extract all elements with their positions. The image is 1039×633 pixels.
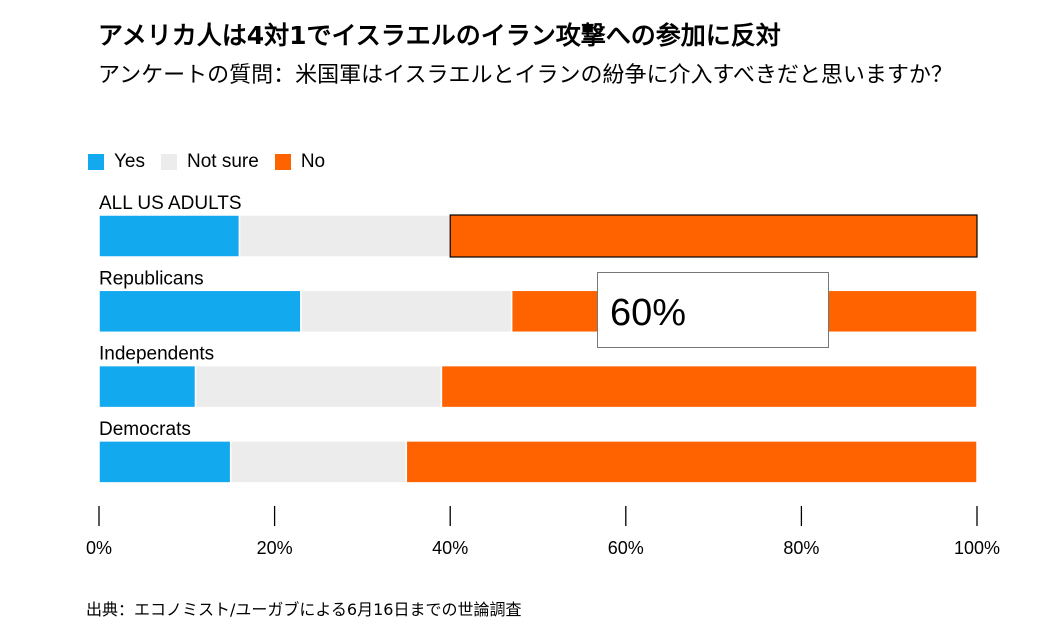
legend-item-not-sure[interactable]: Not sure (161, 151, 259, 173)
category-label-democrats: Democrats (99, 419, 191, 440)
bar-democrats-not-sure[interactable] (229, 440, 408, 484)
legend-swatch-not-sure (161, 154, 177, 170)
x-tick-label: 100% (954, 538, 1000, 558)
bar-democrats-no[interactable] (405, 440, 978, 484)
legend-item-no[interactable]: No (274, 151, 326, 173)
x-tick-label: 40% (432, 538, 468, 558)
legend-swatch-no (274, 154, 291, 170)
source-note: 出典：エコノミスト/ユーガブによる6月16日までの世論調査 (86, 600, 522, 619)
legend-item-yes[interactable]: Yes (88, 151, 145, 173)
bar-republicans-not-sure[interactable] (300, 289, 513, 334)
bar-independents-yes[interactable] (98, 364, 197, 409)
category-label-all-us-adults: ALL US ADULTS (99, 193, 242, 214)
x-tick-label: 20% (257, 538, 293, 558)
bar-all-us-adults-yes[interactable] (98, 214, 241, 258)
x-tick-label: 60% (608, 538, 644, 558)
tooltip-value: 60% (610, 292, 687, 334)
legend-label-yes: Yes (114, 151, 145, 172)
legend-swatch-yes (88, 154, 104, 170)
x-tick-label: 0% (86, 538, 112, 558)
legend-label-no: No (300, 151, 326, 172)
category-label-independents: Independents (99, 344, 214, 365)
bar-democrats-yes[interactable] (98, 440, 232, 484)
category-label-republicans: Republicans (99, 268, 204, 289)
chart-title: アメリカ人は4対1でイスラエルのイラン攻撃への参加に反対 (98, 21, 781, 50)
bar-independents-not-sure[interactable] (194, 364, 443, 409)
legend: Yes Not sure No (88, 148, 341, 176)
chart-subtitle: アンケートの質問：米国軍はイスラエルとイランの紛争に介入すべきだと思いますか？ (98, 63, 953, 88)
bar-independents-no[interactable] (440, 364, 978, 409)
value-tooltip: 60% (597, 272, 829, 348)
bar-all-us-adults-no[interactable] (449, 214, 978, 258)
x-tick-label: 80% (783, 538, 819, 558)
legend-label-not-sure: Not sure (187, 151, 259, 172)
bar-all-us-adults-not-sure[interactable] (238, 214, 451, 258)
bar-republicans-yes[interactable] (98, 289, 302, 334)
